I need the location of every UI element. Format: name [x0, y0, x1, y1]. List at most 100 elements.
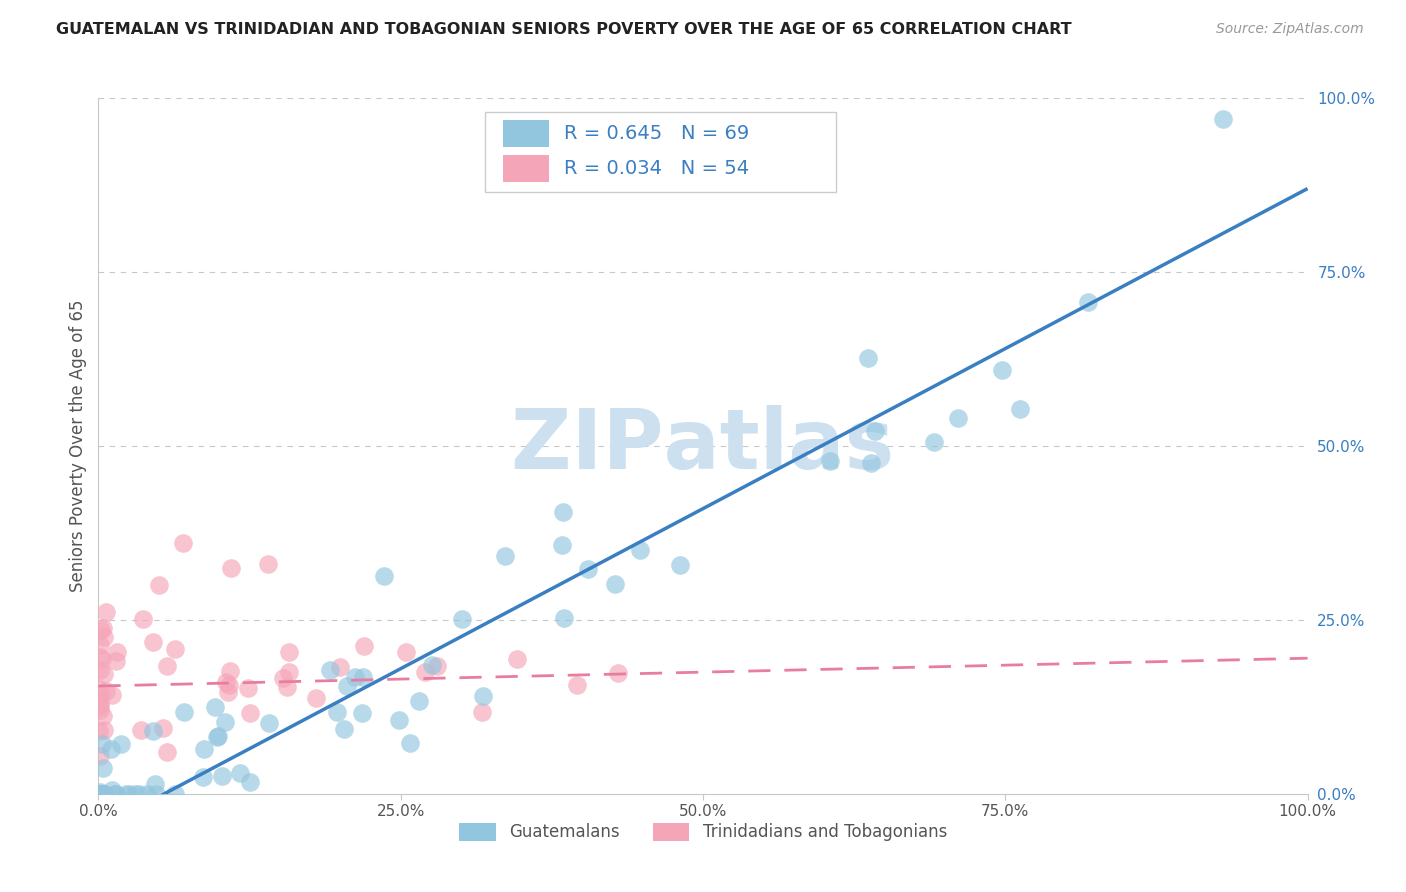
Point [204, 700, 226, 714]
Point [89, 699, 111, 714]
Point [117, 787, 139, 801]
Point [326, 705, 349, 719]
Point [567, 678, 589, 692]
Point [238, 706, 260, 720]
Point [860, 456, 883, 470]
Point [104, 787, 127, 801]
Point [550, 538, 572, 552]
Point [91, 761, 114, 775]
Point [93, 723, 115, 737]
Text: ZIP​atlas: ZIP​atlas [512, 406, 894, 486]
Point [145, 787, 167, 801]
Point [128, 787, 150, 801]
Point [89, 663, 111, 677]
Point [603, 577, 626, 591]
Point [148, 578, 170, 592]
Point [93, 787, 115, 801]
Legend: Guatemalans, Trinidadians and Tobagonians: Guatemalans, Trinidadians and Tobagonian… [453, 816, 953, 848]
Point [333, 722, 356, 736]
Point [350, 706, 373, 721]
Bar [503, 155, 550, 182]
Point [193, 742, 215, 756]
Point [239, 774, 262, 789]
Point [114, 787, 136, 801]
Point [505, 652, 527, 666]
Point [89, 649, 111, 664]
FancyBboxPatch shape [485, 112, 837, 192]
Point [576, 562, 599, 576]
Point [87, 787, 110, 801]
Point [91, 621, 114, 635]
Point [104, 787, 127, 801]
Point [1008, 401, 1031, 416]
Point [89, 689, 111, 703]
Point [163, 787, 186, 801]
Point [105, 645, 128, 659]
Point [110, 737, 132, 751]
Point [229, 765, 252, 780]
Point [163, 642, 186, 657]
Point [1212, 112, 1234, 126]
Point [90, 787, 112, 801]
Point [91, 787, 114, 801]
Text: GUATEMALAN VS TRINIDADIAN AND TOBAGONIAN SENIORS POVERTY OVER THE AGE OF 65 CORR: GUATEMALAN VS TRINIDADIAN AND TOBAGONIAN… [56, 22, 1071, 37]
Text: R = 0.034   N = 54: R = 0.034 N = 54 [564, 159, 749, 178]
Point [669, 558, 692, 572]
Point [156, 745, 179, 759]
Point [90, 787, 112, 801]
Point [373, 569, 395, 583]
Point [276, 680, 298, 694]
Point [336, 679, 359, 693]
Point [408, 694, 430, 708]
Point [152, 721, 174, 735]
Point [818, 454, 841, 468]
Point [353, 639, 375, 653]
Point [142, 724, 165, 739]
Point [91, 709, 114, 723]
Point [87, 724, 110, 739]
Text: R = 0.645   N = 69: R = 0.645 N = 69 [564, 124, 749, 143]
Point [104, 653, 127, 667]
Point [90, 652, 112, 666]
Point [319, 664, 342, 678]
Point [90, 737, 112, 751]
Point [413, 665, 436, 680]
Point [131, 723, 153, 738]
Point [207, 729, 229, 743]
Point [214, 714, 236, 729]
Point [89, 638, 111, 652]
Point [278, 665, 301, 679]
Point [990, 363, 1012, 377]
Point [87, 681, 110, 696]
Point [173, 705, 195, 719]
Point [395, 645, 418, 659]
Point [256, 558, 278, 572]
Point [450, 612, 472, 626]
Point [343, 670, 366, 684]
Point [856, 351, 879, 366]
Point [922, 434, 945, 449]
Point [156, 658, 179, 673]
Point [352, 670, 374, 684]
Point [93, 667, 115, 681]
Point [278, 645, 301, 659]
Bar [503, 120, 550, 147]
Point [93, 787, 115, 801]
Point [89, 696, 111, 710]
Point [142, 635, 165, 649]
Point [494, 549, 516, 563]
Point [124, 787, 146, 801]
Point [100, 742, 122, 756]
Point [101, 782, 124, 797]
Point [273, 671, 295, 685]
Text: Source: ZipAtlas.com: Source: ZipAtlas.com [1216, 22, 1364, 37]
Point [257, 716, 280, 731]
Point [172, 536, 194, 550]
Point [94, 605, 117, 619]
Point [420, 658, 443, 673]
Point [218, 664, 240, 678]
Point [215, 674, 238, 689]
Y-axis label: Seniors Poverty Over the Age of 65: Seniors Poverty Over the Age of 65 [69, 300, 87, 592]
Point [143, 777, 166, 791]
Point [426, 658, 449, 673]
